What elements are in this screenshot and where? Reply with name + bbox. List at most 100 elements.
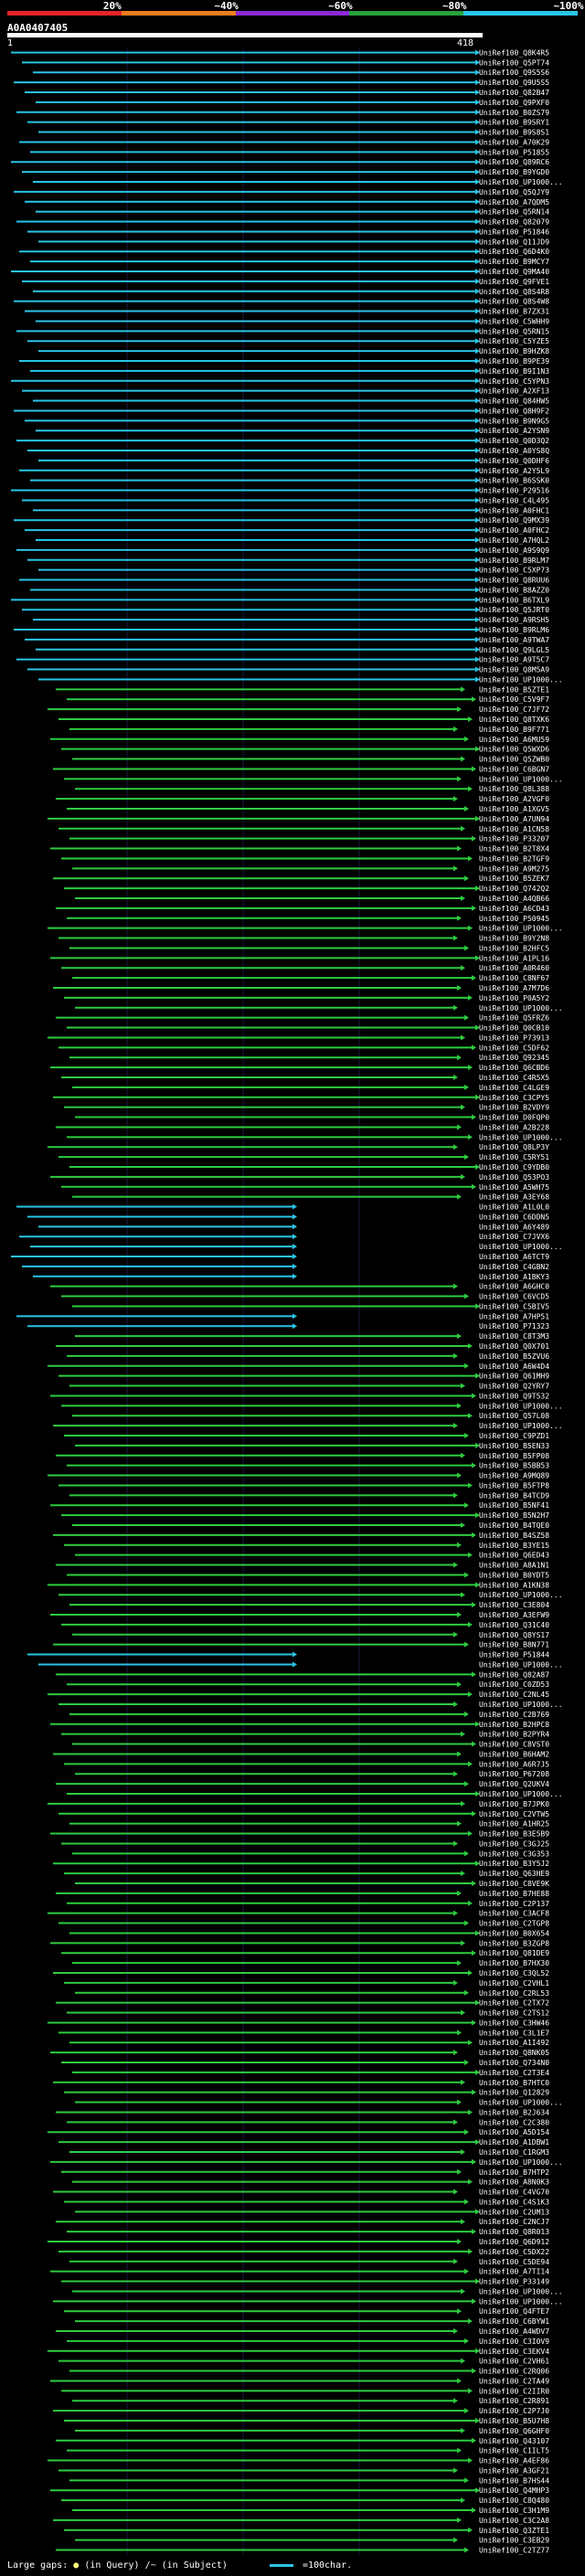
hit-label[interactable]: UniRef100_UP1000... — [479, 1660, 563, 1669]
hit-label[interactable]: UniRef100_A7HQL2 — [479, 536, 549, 545]
hit-label[interactable]: UniRef100_Q82079 — [479, 218, 549, 227]
hit-label[interactable]: UniRef100_Q8NK05 — [479, 2049, 549, 2057]
hit-label[interactable]: UniRef100_A7TI14 — [479, 2268, 549, 2276]
hit-label[interactable]: UniRef100_Q5ZWB0 — [479, 756, 549, 764]
hit-label[interactable]: UniRef100_A9TWA7 — [479, 636, 549, 644]
hit-label[interactable]: UniRef100_B2J634 — [479, 2108, 549, 2116]
hit-label[interactable]: UniRef100_C8VE9K — [479, 1880, 549, 1888]
hit-label[interactable]: UniRef100_Q4MHP3 — [479, 2486, 549, 2495]
hit-label[interactable]: UniRef100_C0ZD53 — [479, 1680, 549, 1689]
hit-label[interactable]: UniRef100_Q63HE9 — [479, 1870, 549, 1878]
hit-label[interactable]: UniRef100_A1BKY3 — [479, 1273, 549, 1281]
hit-label[interactable]: UniRef100_UP1000... — [479, 1422, 563, 1430]
hit-label[interactable]: UniRef100_C4LGE9 — [479, 1084, 549, 1092]
hit-label[interactable]: UniRef100_B3Y5J2 — [479, 1860, 549, 1868]
hit-label[interactable]: UniRef100_Q57L08 — [479, 1412, 549, 1420]
hit-label[interactable]: UniRef100_C1RGM3 — [479, 2148, 549, 2157]
hit-label[interactable]: UniRef100_C3I0V9 — [479, 2337, 549, 2346]
hit-label[interactable]: UniRef100_Q2YRY7 — [479, 1383, 549, 1391]
hit-label[interactable]: UniRef100_A9RSH5 — [479, 616, 549, 624]
hit-label[interactable]: UniRef100_A6MU59 — [479, 736, 549, 744]
hit-label[interactable]: UniRef100_B4TCD9 — [479, 1491, 549, 1500]
hit-label[interactable]: UniRef100_C4GBN2 — [479, 1263, 549, 1271]
hit-label[interactable]: UniRef100_A8N0K3 — [479, 2178, 549, 2187]
hit-label[interactable]: UniRef100_A9MQ89 — [479, 1472, 549, 1480]
hit-label[interactable]: UniRef100_Q6GHF0 — [479, 2427, 549, 2435]
hit-label[interactable]: UniRef100_Q9LGL5 — [479, 646, 549, 654]
hit-label[interactable]: UniRef100_P67208 — [479, 1770, 549, 1778]
hit-label[interactable]: UniRef100_B5FTP8 — [479, 1481, 549, 1489]
hit-label[interactable]: UniRef100_B3E5B9 — [479, 1830, 549, 1839]
hit-label[interactable]: UniRef100_B2T8X4 — [479, 845, 549, 853]
hit-label[interactable]: UniRef100_C2RL53 — [479, 1989, 549, 1998]
hit-label[interactable]: UniRef100_C3L1E7 — [479, 2029, 549, 2037]
hit-label[interactable]: UniRef100_C3C2A8 — [479, 2517, 549, 2525]
hit-label[interactable]: UniRef100_C8Q480 — [479, 2496, 549, 2505]
hit-label[interactable]: UniRef100_Q9MA40 — [479, 268, 549, 276]
hit-label[interactable]: UniRef100_A6TCT9 — [479, 1253, 549, 1261]
hit-label[interactable]: UniRef100_Q8LP3Y — [479, 1143, 549, 1151]
hit-label[interactable]: UniRef100_C6BYW1 — [479, 2317, 549, 2326]
hit-label[interactable]: UniRef100_B2VDY9 — [479, 1104, 549, 1112]
hit-label[interactable]: UniRef100_A3GF21 — [479, 2466, 549, 2475]
hit-label[interactable]: UniRef100_B9YGD0 — [479, 168, 549, 176]
hit-label[interactable]: UniRef100_B7HX30 — [479, 1959, 549, 1967]
hit-label[interactable]: UniRef100_A9M275 — [479, 864, 549, 873]
hit-label[interactable]: UniRef100_Q6D4K0 — [479, 248, 549, 256]
hit-label[interactable]: UniRef100_P33207 — [479, 835, 549, 843]
hit-label[interactable]: UniRef100_B5ZTE1 — [479, 685, 549, 694]
hit-label[interactable]: UniRef100_A4QB66 — [479, 895, 549, 903]
hit-label[interactable]: UniRef100_A1CN58 — [479, 825, 549, 833]
hit-label[interactable]: UniRef100_C3E804 — [479, 1601, 549, 1609]
hit-label[interactable]: UniRef100_P73913 — [479, 1034, 549, 1042]
hit-label[interactable]: UniRef100_C5DF62 — [479, 1044, 549, 1052]
hit-label[interactable]: UniRef100_B0X654 — [479, 1929, 549, 1937]
hit-label[interactable]: UniRef100_C5DX22 — [479, 2248, 549, 2256]
hit-label[interactable]: UniRef100_A9S9Q9 — [479, 546, 549, 555]
hit-label[interactable]: UniRef100_B3YE15 — [479, 1542, 549, 1550]
hit-label[interactable]: UniRef100_A5D154 — [479, 2128, 549, 2136]
hit-label[interactable]: UniRef100_B7HTC0 — [479, 2079, 549, 2087]
hit-label[interactable]: UniRef100_B5U7H8 — [479, 2417, 549, 2425]
hit-label[interactable]: UniRef100_B6HAM2 — [479, 1750, 549, 1758]
hit-label[interactable]: UniRef100_A5WH75 — [479, 1183, 549, 1192]
hit-label[interactable]: UniRef100_C2NCJ7 — [479, 2218, 549, 2226]
hit-label[interactable]: UniRef100_C2NL45 — [479, 1691, 549, 1699]
hit-label[interactable]: UniRef100_Q8R013 — [479, 2228, 549, 2236]
hit-label[interactable]: UniRef100_C2C380 — [479, 2118, 549, 2126]
hit-label[interactable]: UniRef100_A1KN38 — [479, 1581, 549, 1589]
hit-label[interactable]: UniRef100_C2RQ06 — [479, 2368, 549, 2376]
hit-label[interactable]: UniRef100_B9HZK8 — [479, 347, 549, 355]
hit-label[interactable]: UniRef100_C2TGP8 — [479, 1920, 549, 1928]
hit-label[interactable]: UniRef100_Q61MH9 — [479, 1373, 549, 1381]
hit-label[interactable]: UniRef100_C5RY51 — [479, 1153, 549, 1161]
hit-label[interactable]: UniRef100_C3HW46 — [479, 2019, 549, 2027]
hit-label[interactable]: UniRef100_C3EKV4 — [479, 2348, 549, 2356]
hit-label[interactable]: UniRef100_B8AZZ0 — [479, 586, 549, 594]
hit-label[interactable]: UniRef100_C4R5X5 — [479, 1074, 549, 1082]
hit-label[interactable]: UniRef100_Q31C40 — [479, 1621, 549, 1629]
hit-label[interactable]: UniRef100_Q6CBD6 — [479, 1064, 549, 1072]
hit-label[interactable]: UniRef100_C7JVX6 — [479, 1233, 549, 1241]
hit-label[interactable]: UniRef100_A1DBW1 — [479, 2138, 549, 2147]
hit-label[interactable]: UniRef100_A7HP51 — [479, 1312, 549, 1320]
hit-label[interactable]: UniRef100_C3ACF8 — [479, 1910, 549, 1918]
hit-label[interactable]: UniRef100_B7JPK0 — [479, 1800, 549, 1808]
hit-label[interactable]: UniRef100_Q5PT74 — [479, 58, 549, 67]
hit-label[interactable]: UniRef100_UP1000... — [479, 1591, 563, 1599]
hit-label[interactable]: UniRef100_A0YS8Q — [479, 447, 549, 455]
hit-label[interactable]: UniRef100_A0FHC1 — [479, 506, 549, 514]
hit-label[interactable]: UniRef100_Q2UKV4 — [479, 1780, 549, 1788]
hit-label[interactable]: UniRef100_Q5JRT0 — [479, 606, 549, 614]
hit-label[interactable]: UniRef100_A2B228 — [479, 1123, 549, 1131]
hit-label[interactable]: UniRef100_A0FHC2 — [479, 526, 549, 535]
hit-label[interactable]: UniRef100_C4L495 — [479, 496, 549, 504]
hit-label[interactable]: UniRef100_B7ZX31 — [479, 308, 549, 316]
hit-label[interactable]: UniRef100_B9RLM7 — [479, 557, 549, 565]
hit-label[interactable]: UniRef100_Q84HW5 — [479, 398, 549, 406]
hit-label[interactable]: UniRef100_C6VCD5 — [479, 1293, 549, 1301]
hit-label[interactable]: UniRef100_B0YDT5 — [479, 1571, 549, 1579]
hit-label[interactable]: UniRef100_UP1000... — [479, 2287, 563, 2295]
hit-label[interactable]: UniRef100_Q9T532 — [479, 1392, 549, 1400]
hit-label[interactable]: UniRef100_P51855 — [479, 148, 549, 156]
